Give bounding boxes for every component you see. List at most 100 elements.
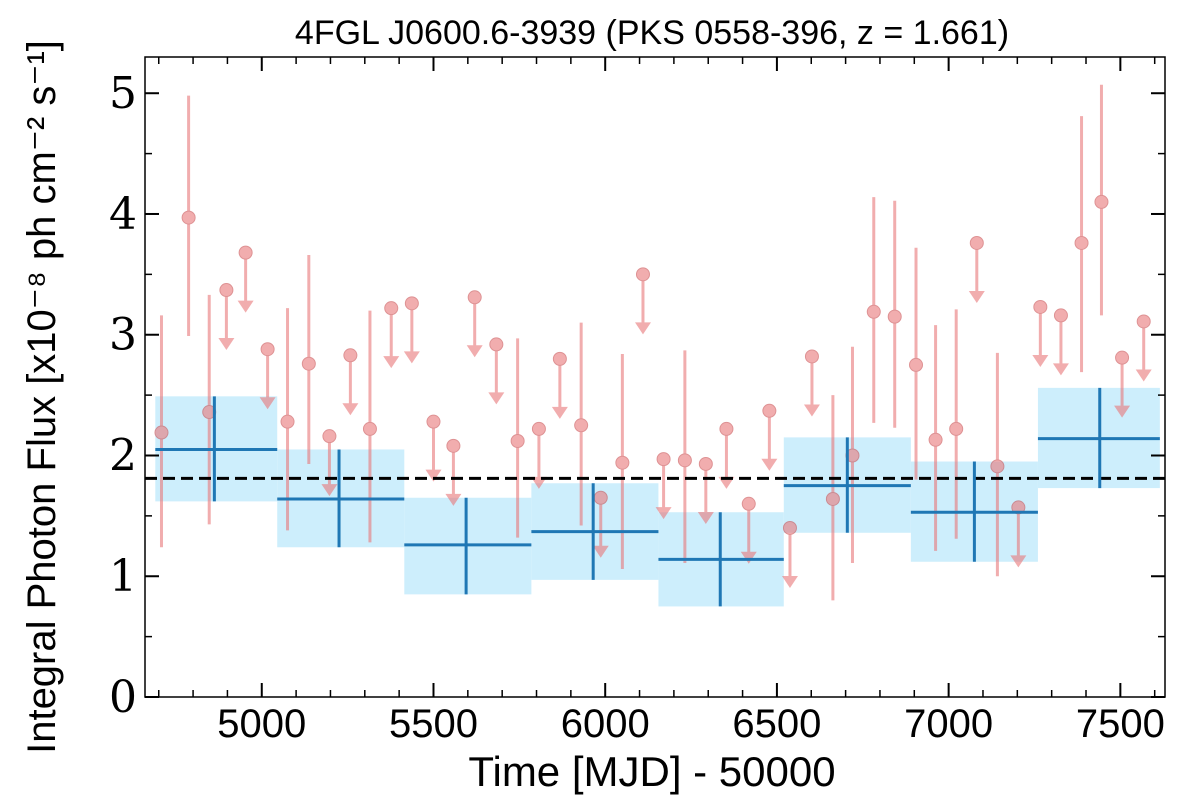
upper-limit-arrow-head [1032,354,1049,367]
upper-limit-marker [593,490,608,505]
upper-limit-arrow-head [781,575,798,588]
upper-limit [1052,308,1069,376]
measurement-point [1094,84,1109,316]
y-tick-label: 0 [109,672,137,723]
measurement-point [949,309,964,539]
upper-limit-arrow-head [655,507,672,520]
binned-flux-point [531,483,659,580]
upper-limit-marker [1011,500,1026,515]
upper-limit-arrow-head [968,290,985,303]
upper-limit [466,290,483,358]
binned-flux-point [155,396,278,502]
x-tick-label: 7000 [904,702,993,746]
upper-limit [697,456,714,524]
upper-limit [403,296,420,364]
upper-limit [342,348,359,416]
upper-limit [1032,299,1049,367]
x-tick-label: 6500 [732,702,821,746]
upper-limit-markers [218,235,1152,588]
measurement-marker [909,357,924,372]
upper-limit-arrow-head [761,458,778,471]
measurement-point [615,354,630,569]
upper-limit-arrow-head [488,392,505,405]
measurement-point [990,352,1005,577]
measurement-marker [301,356,316,371]
upper-limit [803,349,820,417]
x-tick-label: 7500 [1076,702,1165,746]
x-axis-label: Time [MJD] - 50000 [468,748,835,795]
upper-limit-marker [426,414,441,429]
upper-limit-arrow-head [425,469,442,482]
upper-limit [1114,350,1131,418]
upper-limit-arrow-head [592,545,609,558]
measurement-point [866,197,881,423]
upper-limit [237,245,254,313]
upper-limit-marker [489,337,504,352]
upper-limit-marker [467,290,482,305]
measurement-point [202,294,217,525]
plot-frame [144,56,1166,698]
measurement-marker [949,421,964,436]
upper-limit-arrow-head [634,322,651,335]
upper-limit [761,403,778,471]
upper-limit-marker [741,496,756,511]
measurement-point [887,200,902,428]
upper-limit [488,337,505,405]
upper-limit-marker [656,452,671,467]
upper-limit-marker [238,245,253,260]
y-axis-ticks: 0 1 2 3 4 5 [109,68,1165,723]
upper-limit [781,520,798,588]
y-tick-label: 2 [109,430,137,481]
upper-limit [1135,314,1152,382]
upper-limit-marker [1053,308,1068,323]
binned-flux-crosses [155,387,1160,607]
upper-limit-marker [531,421,546,436]
upper-limit-marker [1136,314,1151,329]
upper-limit-arrow-head [466,345,483,358]
measurement-point [181,95,196,336]
y-tick-label: 1 [109,551,137,602]
chart-title: 4FGL J0600.6-3939 (PKS 0558-396, z = 1.6… [295,14,1009,52]
measurement-marker [362,421,377,436]
upper-limit-marker [1033,299,1048,314]
upper-limit-arrow-head [697,511,714,524]
upper-limit-marker [343,348,358,363]
measurement-point [574,322,589,526]
binned-flux-point [658,512,784,607]
upper-limit-marker [635,267,650,282]
upper-limit-marker [404,296,419,311]
measurement-marker [615,455,630,470]
upper-limit [383,301,400,369]
upper-limit-arrow-head [383,356,400,369]
measurement-marker [677,453,692,468]
upper-limit-arrow-head [259,397,276,410]
measurement-point [1074,116,1089,373]
upper-limit [634,267,651,335]
upper-limit-arrow-head [1135,369,1152,382]
binned-flux-point [910,461,1038,562]
measurement-marker [510,434,525,448]
measurement-point [280,308,295,531]
x-axis-ticks: 5000 5500 6000 6500 7000 7500 [157,57,1165,746]
measurement-point [825,395,840,601]
upper-limit [968,235,985,303]
measurement-point [301,255,316,464]
measurement-marker [866,304,881,319]
upper-limit-marker [260,342,275,357]
upper-limit [445,438,462,506]
upper-limit-marker [219,283,234,298]
upper-limit-marker [446,438,461,453]
binned-uncertainty-bands [155,387,1160,607]
measurement-point [510,338,525,538]
upper-limit-marker [698,456,713,471]
x-tick-label: 5500 [389,702,478,746]
measurement-marker [154,425,169,440]
upper-limit-marker [1115,350,1130,365]
y-tick-label: 3 [109,310,137,361]
upper-limit-arrow-head [1052,363,1069,376]
measurement-point [909,247,924,480]
binned-flux-point [277,449,405,548]
upper-limit-arrow-head [403,351,420,364]
y-tick-label: 4 [109,189,137,240]
